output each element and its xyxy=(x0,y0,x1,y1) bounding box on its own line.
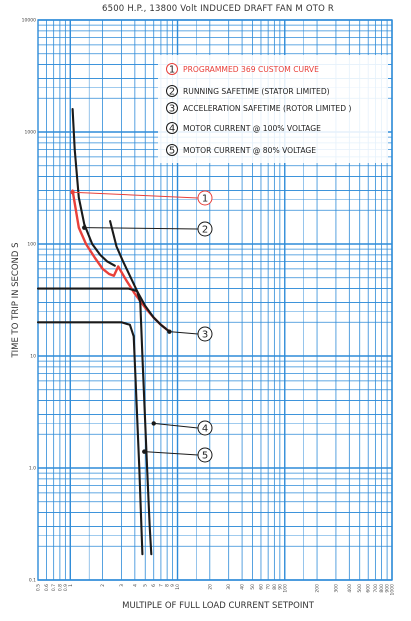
legend-number-4: 4 xyxy=(169,123,175,134)
legend-number-5: 5 xyxy=(169,145,175,156)
x-tick-label: 100 xyxy=(282,584,288,593)
y-axis-label: TIME TO TRIP IN SECOND S xyxy=(11,242,21,358)
x-axis-label: MULTIPLE OF FULL LOAD CURRENT SETPOINT xyxy=(122,601,315,611)
series-line-5 xyxy=(36,321,144,556)
callout-number-4: 4 xyxy=(202,424,208,435)
x-tick-label: 0.8 xyxy=(57,584,63,591)
callout-number-3: 3 xyxy=(202,330,208,341)
x-tick-label: 8 xyxy=(165,584,171,587)
callout-leader-5 xyxy=(144,451,199,456)
legend-number-1: 1 xyxy=(169,64,175,75)
x-tick-label: 700 xyxy=(373,584,379,593)
x-tick-label: 0.5 xyxy=(36,584,42,591)
callout-number-1: 1 xyxy=(202,194,208,205)
x-tick-label: 6 xyxy=(151,584,157,587)
y-tick-label: 0.1 xyxy=(29,578,36,584)
series-line-2 xyxy=(71,108,116,267)
series-line-4 xyxy=(36,287,153,556)
callouts: 1 2 3 4 5 xyxy=(70,190,213,463)
legend-marker-3 xyxy=(166,102,178,114)
x-tick-label: 300 xyxy=(333,584,339,593)
legend-label-5: MOTOR CURRENT @ 80% VOLTAGE xyxy=(183,146,316,155)
legend-marker-1 xyxy=(166,63,178,75)
x-tick-label: 30 xyxy=(226,584,232,590)
y-tick-label: 100 xyxy=(27,242,36,248)
callout-circle-4 xyxy=(197,420,213,436)
callout-dot-3 xyxy=(167,329,172,334)
callout-dot-1 xyxy=(70,190,75,195)
callout-number-2: 2 xyxy=(202,225,208,236)
x-tick-label: 20 xyxy=(207,584,213,590)
x-tick-label: 10 xyxy=(175,584,181,590)
x-tick-label: 3 xyxy=(119,584,125,587)
x-tick-label: 2 xyxy=(100,584,106,587)
y-tick-label: 1.0 xyxy=(29,466,36,472)
legend-marker-2 xyxy=(166,85,178,97)
legend: 1 PROGRAMMED 369 CUSTOM CURVE 2 RUNNING SAF… xyxy=(158,55,388,163)
callout-leader-1 xyxy=(72,191,199,199)
x-tick-label: 1 xyxy=(68,584,74,587)
x-tick-label: 50 xyxy=(250,584,256,590)
legend-box xyxy=(158,55,388,163)
series-group xyxy=(36,108,171,556)
x-tick-label: 400 xyxy=(347,584,353,593)
callout-leader-4 xyxy=(153,422,199,429)
legend-marker-5 xyxy=(166,144,178,156)
callout-dot-4 xyxy=(151,421,156,426)
callout-leader-3 xyxy=(169,331,199,335)
y-tick-labels: 0.1 1.0 10 100 1000 10000 xyxy=(22,18,36,584)
x-tick-label: 9 xyxy=(170,584,176,587)
callout-dot-5 xyxy=(142,449,147,454)
x-tick-label: 800 xyxy=(379,584,385,593)
legend-marker-4 xyxy=(166,122,178,134)
plot-frame xyxy=(37,19,393,581)
x-tick-label: 70 xyxy=(266,584,272,590)
callout-number-5: 5 xyxy=(202,451,208,462)
x-tick-label: 600 xyxy=(366,584,372,593)
callout-leader-2 xyxy=(84,227,199,230)
x-tick-label: 7 xyxy=(158,584,164,587)
x-tick-label: 60 xyxy=(258,584,264,590)
callout-circle-1 xyxy=(197,190,213,206)
callout-circle-3 xyxy=(197,326,213,342)
x-tick-label: 4 xyxy=(132,584,138,587)
chart-title: 6500 H.P., 13800 Volt INDUCED DRAFT FAN … xyxy=(102,4,334,14)
x-tick-label: 0.6 xyxy=(44,584,50,591)
x-tick-label: 40 xyxy=(240,584,246,590)
x-tick-label: 0.9 xyxy=(63,584,69,591)
y-tick-label: 10000 xyxy=(22,18,36,24)
x-tick-labels: 0.5 0.6 0.7 0.8 0.9 1 2 3 4 5 6 7 8 9 10 20 30 40 50 60 70 80… xyxy=(36,584,396,596)
x-tick-label: 90 xyxy=(277,584,283,590)
legend-label-4: MOTOR CURRENT @ 100% VOLTAGE xyxy=(183,124,321,133)
x-tick-label: 0.7 xyxy=(51,584,57,591)
y-tick-label: 1000 xyxy=(25,130,37,136)
legend-label-3: ACCELERATION SAFETIME (ROTOR LIMITED ) xyxy=(183,104,351,113)
x-tick-label: 1000 xyxy=(390,584,396,596)
callout-circle-2 xyxy=(197,221,213,237)
callout-dot-2 xyxy=(82,225,87,230)
x-tick-label: 200 xyxy=(315,584,321,593)
x-tick-label: 900 xyxy=(385,584,391,593)
x-tick-label: 5 xyxy=(143,584,149,587)
callout-circle-5 xyxy=(197,447,213,463)
legend-number-3: 3 xyxy=(169,103,175,114)
x-tick-label: 500 xyxy=(357,584,363,593)
legend-label-2: RUNNING SAFETIME (STATOR LIMITED) xyxy=(183,87,330,96)
x-tick-label: 80 xyxy=(272,584,278,590)
legend-label-1: PROGRAMMED 369 CUSTOM CURVE xyxy=(183,65,319,74)
legend-number-2: 2 xyxy=(169,86,175,97)
y-tick-label: 10 xyxy=(30,354,36,360)
